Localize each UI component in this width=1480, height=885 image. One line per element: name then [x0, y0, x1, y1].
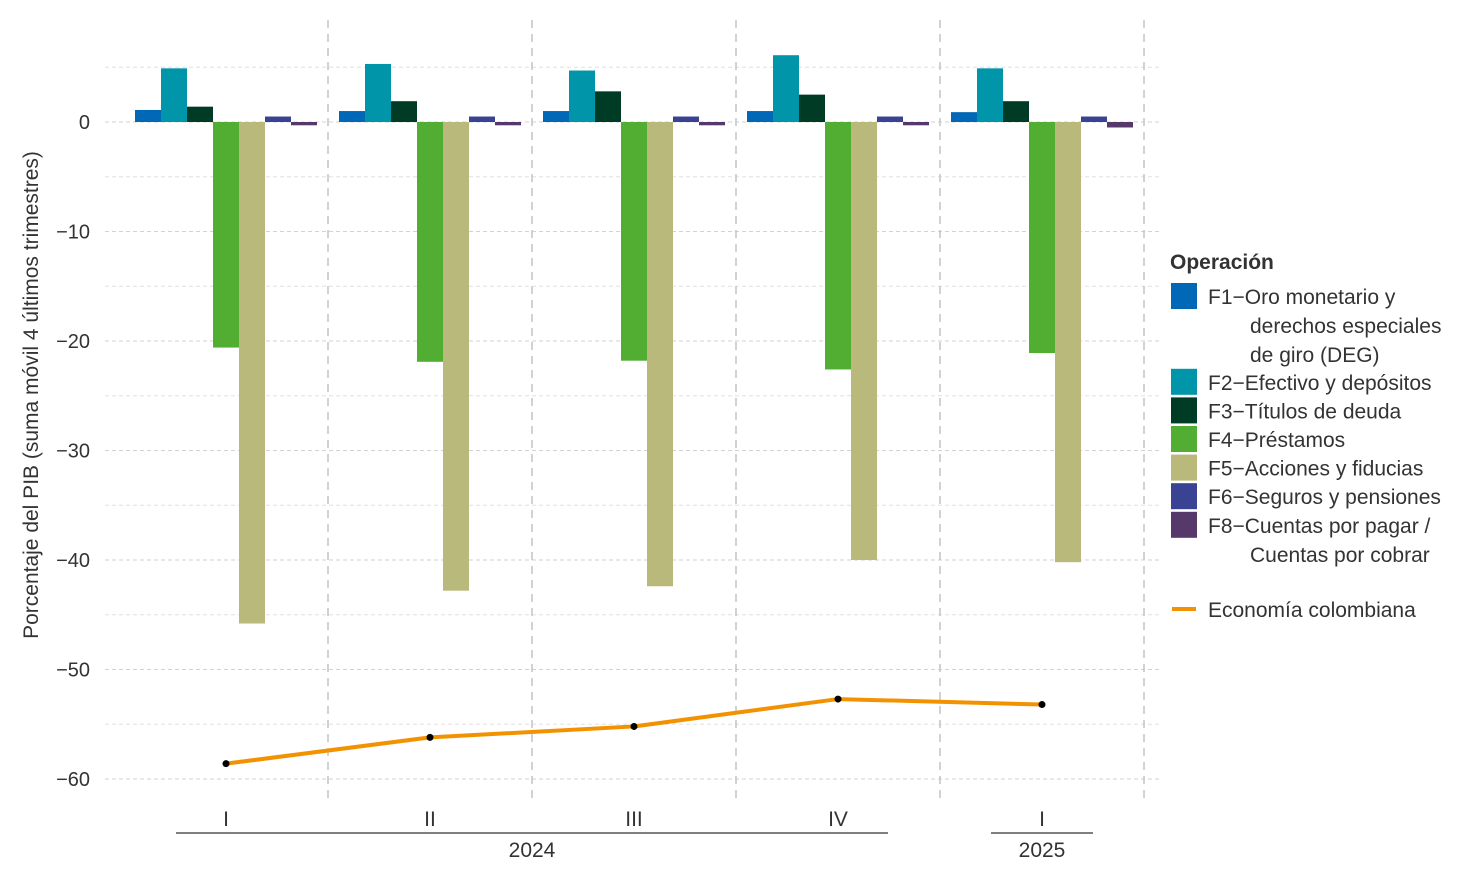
bar — [1081, 116, 1107, 122]
bar — [977, 68, 1003, 122]
x-tick-label: I — [223, 808, 229, 831]
bar — [543, 111, 569, 122]
bar — [391, 101, 417, 122]
bar — [747, 111, 773, 122]
year-label: 2025 — [1019, 839, 1066, 862]
line-point — [222, 760, 230, 768]
bar — [773, 55, 799, 122]
bar — [699, 122, 725, 126]
legend-title: Operación — [1170, 251, 1274, 274]
bar — [1003, 101, 1029, 122]
bar — [621, 122, 647, 361]
bar — [187, 106, 213, 122]
legend-swatch — [1171, 483, 1197, 510]
y-tick-label: −40 — [56, 550, 90, 572]
bar — [365, 63, 391, 122]
legend-swatch — [1171, 368, 1197, 395]
legend-label: derechos especiales — [1250, 315, 1441, 338]
legend-label: F1−Oro monetario y — [1208, 286, 1396, 309]
legend-swatch — [1171, 397, 1197, 424]
legend-label: F5−Acciones y fiducias — [1208, 458, 1423, 481]
y-axis-title: Porcentaje del PIB (suma móvil 4 últimos… — [20, 151, 43, 639]
bar — [339, 111, 365, 122]
legend-label: F6−Seguros y pensiones — [1208, 486, 1441, 509]
line-point — [834, 695, 842, 703]
legend-label: de giro (DEG) — [1250, 344, 1380, 367]
bar — [469, 116, 495, 122]
legend-swatch — [1171, 426, 1197, 452]
x-tick-label: III — [625, 808, 643, 831]
bar — [673, 116, 699, 122]
legend-label: F2−Efectivo y depósitos — [1208, 372, 1432, 395]
legend-label: F4−Préstamos — [1208, 429, 1345, 452]
legend-swatch — [1171, 283, 1197, 309]
line-point — [630, 722, 638, 730]
bar — [1029, 122, 1055, 354]
bar — [443, 122, 469, 591]
bar — [903, 122, 929, 126]
bar — [495, 122, 521, 126]
bar — [291, 122, 317, 126]
legend: Operación F1−Oro monetario y derechos espe… — [1170, 251, 1441, 622]
line-point — [426, 733, 434, 741]
y-tick-label: 0 — [79, 112, 90, 134]
legend-label: F3−Títulos de deuda — [1208, 400, 1402, 423]
bar — [951, 112, 977, 122]
bar — [1055, 122, 1081, 563]
legend-swatch — [1171, 454, 1197, 481]
y-tick-label: −10 — [56, 222, 90, 244]
year-label: 2024 — [509, 839, 556, 862]
line-series — [222, 695, 1046, 768]
bar — [825, 122, 851, 370]
y-tick-label: −20 — [56, 331, 90, 353]
bar — [799, 94, 825, 122]
bar — [877, 116, 903, 122]
legend-label: Economía colombiana — [1208, 599, 1416, 622]
legend-label: Cuentas por cobrar — [1250, 544, 1430, 567]
bar — [647, 122, 673, 587]
bar — [417, 122, 443, 362]
bar — [239, 122, 265, 624]
y-tick-label: −30 — [56, 441, 90, 463]
y-tick-label: −50 — [56, 660, 90, 682]
line-economia-colombiana — [225, 697, 1043, 766]
x-tick-label: II — [424, 808, 436, 831]
bars — [135, 55, 1133, 624]
bar — [265, 116, 291, 122]
bar — [161, 68, 187, 122]
legend-label: F8−Cuentas por pagar / — [1208, 515, 1431, 538]
bar — [595, 91, 621, 122]
bar — [1107, 122, 1133, 128]
bar — [851, 122, 877, 560]
x-tick-label: IV — [828, 808, 848, 831]
bar — [135, 109, 161, 122]
x-tick-label: I — [1039, 808, 1045, 831]
line-point — [1038, 701, 1046, 709]
bar — [569, 70, 595, 122]
y-tick-label: −60 — [56, 769, 90, 791]
bar — [213, 122, 239, 348]
legend-swatch — [1171, 511, 1197, 538]
